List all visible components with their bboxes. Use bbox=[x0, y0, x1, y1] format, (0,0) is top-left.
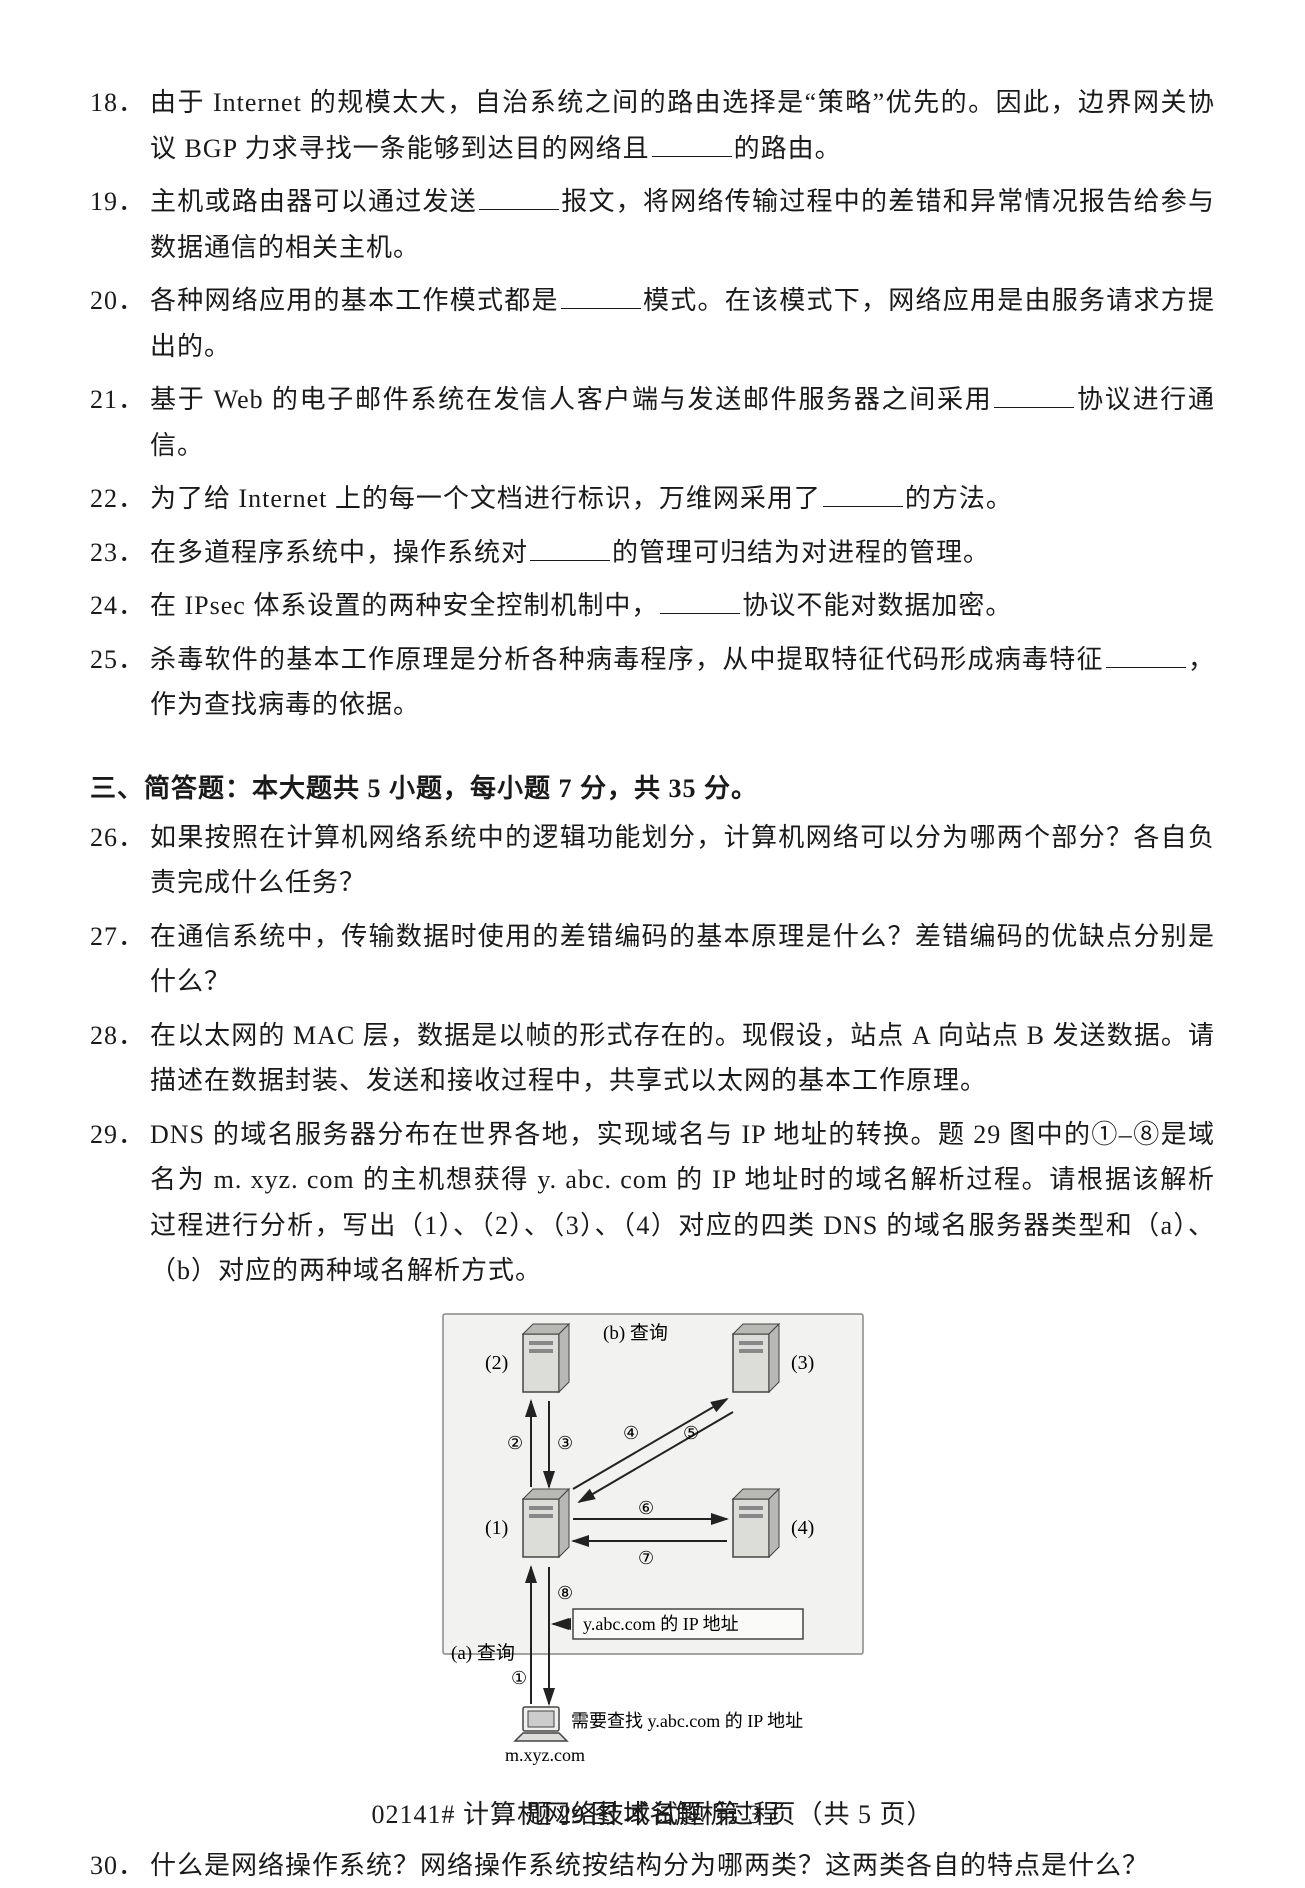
question-text: 在多道程序系统中，操作系统对的管理可归结为对进程的管理。 bbox=[150, 530, 1215, 576]
question-text: DNS 的域名服务器分布在世界各地，实现域名与 IP 地址的转换。题 29 图中… bbox=[150, 1112, 1215, 1294]
label-1: (1) bbox=[485, 1517, 508, 1539]
label-c1: ① bbox=[511, 1668, 527, 1688]
section-header: 三、简答题：本大题共 5 小题，每小题 7 分，共 35 分。 bbox=[90, 768, 1215, 805]
dns-diagram: (2) (3) (b) 查询 (1) (4) bbox=[423, 1309, 883, 1789]
page-footer: 02141# 计算机网络技术试题 第 3 页（共 5 页） bbox=[0, 1794, 1305, 1831]
fill-blank bbox=[530, 532, 610, 561]
question-text: 基于 Web 的电子邮件系统在发信人客户端与发送邮件服务器之间采用协议进行通信。 bbox=[150, 377, 1215, 468]
question-29: 29．DNS 的域名服务器分布在世界各地，实现域名与 IP 地址的转换。题 29… bbox=[90, 1112, 1215, 1294]
question-21: 21．基于 Web 的电子邮件系统在发信人客户端与发送邮件服务器之间采用协议进行… bbox=[90, 377, 1215, 468]
question-number: 26． bbox=[90, 815, 150, 906]
question-number: 29． bbox=[90, 1112, 150, 1294]
question-text: 如果按照在计算机网络系统中的逻辑功能划分，计算机网络可以分为哪两个部分？各自负责… bbox=[150, 815, 1215, 906]
question-text: 在通信系统中，传输数据时使用的差错编码的基本原理是什么？差错编码的优缺点分别是什… bbox=[150, 914, 1215, 1005]
label-c8: ⑧ bbox=[557, 1583, 573, 1603]
question-text: 杀毒软件的基本工作原理是分析各种病毒程序，从中提取特征代码形成病毒特征，作为查找… bbox=[150, 637, 1215, 728]
question-20: 20．各种网络应用的基本工作模式都是模式。在该模式下，网络应用是由服务请求方提出… bbox=[90, 278, 1215, 369]
fill-blank bbox=[823, 478, 903, 507]
label-c6: ⑥ bbox=[638, 1498, 654, 1518]
label-host: m.xyz.com bbox=[505, 1745, 585, 1765]
question-text: 主机或路由器可以通过发送报文，将网络传输过程中的差错和异常情况报告给参与数据通信… bbox=[150, 179, 1215, 270]
fill-blank bbox=[561, 280, 641, 309]
laptop-icon bbox=[515, 1707, 567, 1741]
label-2: (2) bbox=[485, 1352, 508, 1374]
question-number: 18． bbox=[90, 80, 150, 171]
label-4: (4) bbox=[791, 1517, 814, 1539]
question-number: 20． bbox=[90, 278, 150, 369]
question-text: 什么是网络操作系统？网络操作系统按结构分为哪两类？这两类各自的特点是什么？ bbox=[150, 1843, 1215, 1888]
label-c7: ⑦ bbox=[638, 1548, 654, 1568]
fill-blank bbox=[652, 128, 732, 157]
server-4 bbox=[733, 1489, 779, 1557]
label-3: (3) bbox=[791, 1352, 814, 1374]
question-number: 24． bbox=[90, 583, 150, 629]
question-number: 22． bbox=[90, 476, 150, 522]
question-number: 21． bbox=[90, 377, 150, 468]
question-number: 25． bbox=[90, 637, 150, 728]
question-text: 在 IPsec 体系设置的两种安全控制机制中，协议不能对数据加密。 bbox=[150, 583, 1215, 629]
label-a-query: (a) 查询 bbox=[451, 1642, 515, 1664]
fill-blank bbox=[660, 585, 740, 614]
question-27: 27．在通信系统中，传输数据时使用的差错编码的基本原理是什么？差错编码的优缺点分… bbox=[90, 914, 1215, 1005]
fill-blank bbox=[1106, 639, 1186, 668]
diagram-container: (2) (3) (b) 查询 (1) (4) bbox=[90, 1309, 1215, 1789]
question-22: 22．为了给 Internet 上的每一个文档进行标识，万维网采用了的方法。 bbox=[90, 476, 1215, 522]
question-number: 23． bbox=[90, 530, 150, 576]
label-c3: ③ bbox=[557, 1433, 573, 1453]
question-24: 24．在 IPsec 体系设置的两种安全控制机制中，协议不能对数据加密。 bbox=[90, 583, 1215, 629]
question-text: 各种网络应用的基本工作模式都是模式。在该模式下，网络应用是由服务请求方提出的。 bbox=[150, 278, 1215, 369]
question-number: 19． bbox=[90, 179, 150, 270]
label-c2: ② bbox=[507, 1433, 523, 1453]
question-number: 28． bbox=[90, 1013, 150, 1104]
question-number: 30． bbox=[90, 1843, 150, 1888]
fill-blank bbox=[479, 181, 559, 210]
fill-blank bbox=[994, 379, 1074, 408]
question-text: 为了给 Internet 上的每一个文档进行标识，万维网采用了的方法。 bbox=[150, 476, 1215, 522]
question-30: 30． 什么是网络操作系统？网络操作系统按结构分为哪两类？这两类各自的特点是什么… bbox=[90, 1843, 1215, 1888]
label-c4: ④ bbox=[623, 1423, 639, 1443]
question-23: 23．在多道程序系统中，操作系统对的管理可归结为对进程的管理。 bbox=[90, 530, 1215, 576]
label-ip-box: y.abc.com 的 IP 地址 bbox=[583, 1614, 739, 1634]
label-b-query: (b) 查询 bbox=[603, 1322, 668, 1344]
question-text: 由于 Internet 的规模太大，自治系统之间的路由选择是“策略”优先的。因此… bbox=[150, 80, 1215, 171]
server-2 bbox=[523, 1324, 569, 1392]
question-28: 28．在以太网的 MAC 层，数据是以帧的形式存在的。现假设，站点 A 向站点 … bbox=[90, 1013, 1215, 1104]
label-c5: ⑤ bbox=[683, 1423, 699, 1443]
question-text: 在以太网的 MAC 层，数据是以帧的形式存在的。现假设，站点 A 向站点 B 发… bbox=[150, 1013, 1215, 1104]
question-19: 19．主机或路由器可以通过发送报文，将网络传输过程中的差错和异常情况报告给参与数… bbox=[90, 179, 1215, 270]
label-need: 需要查找 y.abc.com 的 IP 地址 bbox=[571, 1711, 803, 1731]
server-3 bbox=[733, 1324, 779, 1392]
server-1 bbox=[523, 1489, 569, 1557]
question-18: 18．由于 Internet 的规模太大，自治系统之间的路由选择是“策略”优先的… bbox=[90, 80, 1215, 171]
question-25: 25．杀毒软件的基本工作原理是分析各种病毒程序，从中提取特征代码形成病毒特征，作… bbox=[90, 637, 1215, 728]
question-number: 27． bbox=[90, 914, 150, 1005]
question-26: 26．如果按照在计算机网络系统中的逻辑功能划分，计算机网络可以分为哪两个部分？各… bbox=[90, 815, 1215, 906]
